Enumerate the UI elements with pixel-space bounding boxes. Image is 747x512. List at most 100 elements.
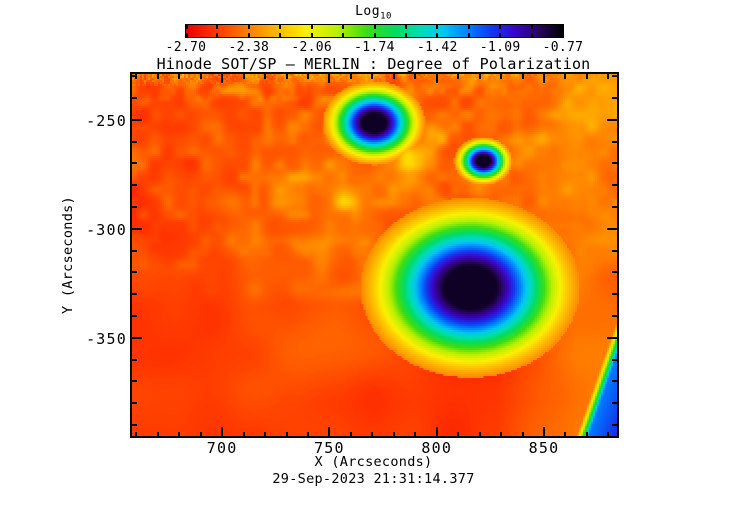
- axis-tick-mark: [521, 74, 524, 79]
- axis-tick-mark: [457, 74, 460, 79]
- axis-tick-mark: [199, 74, 202, 79]
- colorbar-tick-mark: [404, 33, 407, 37]
- axis-tick-mark: [371, 74, 374, 79]
- axis-tick-mark: [612, 162, 617, 165]
- axis-tick-mark: [199, 431, 202, 436]
- axis-tick-mark: [264, 431, 267, 436]
- axis-tick-mark: [612, 271, 617, 274]
- colorbar-tick-label: -1.74: [354, 40, 395, 55]
- x-axis-title: X (Arcseconds): [314, 454, 433, 470]
- colorbar-tick-label: -1.09: [479, 40, 521, 55]
- axis-tick-mark: [178, 431, 181, 436]
- axis-tick-mark: [156, 74, 159, 79]
- axis-tick-mark: [132, 206, 137, 209]
- axis-tick-mark: [285, 431, 288, 436]
- axis-tick-mark: [607, 74, 610, 79]
- axis-tick-mark: [132, 96, 137, 99]
- axis-tick-mark: [612, 206, 617, 209]
- colorbar-tick-mark: [247, 33, 250, 37]
- axis-tick-mark: [132, 249, 137, 252]
- axis-tick-mark: [612, 402, 617, 405]
- colorbar-tick-mark: [310, 25, 313, 29]
- axis-tick-mark: [328, 74, 331, 83]
- colorbar-tick-mark: [186, 25, 188, 29]
- axis-tick-mark: [132, 271, 137, 274]
- axis-tick-mark: [607, 336, 617, 339]
- axis-tick-mark: [612, 315, 617, 318]
- axis-tick-mark: [135, 431, 138, 436]
- axis-tick-mark: [132, 380, 137, 383]
- axis-tick-mark: [585, 431, 588, 436]
- axis-tick-mark: [371, 431, 374, 436]
- axis-tick-mark: [585, 74, 588, 79]
- axis-tick-mark: [285, 74, 288, 79]
- y-axis-title: Y (Arcseconds): [60, 196, 76, 314]
- colorbar-tick-mark: [373, 25, 376, 29]
- axis-tick-mark: [132, 402, 137, 405]
- axis-tick-mark: [132, 162, 137, 165]
- axis-tick-mark: [132, 227, 142, 230]
- polarization-heatmap: [132, 74, 617, 436]
- colorbar-tick-mark: [499, 25, 502, 29]
- axis-tick-mark: [221, 74, 224, 83]
- colorbar-tick-mark: [467, 33, 470, 37]
- axis-tick-mark: [221, 427, 224, 436]
- axis-tick-mark: [392, 74, 395, 79]
- axis-tick-mark: [612, 380, 617, 383]
- axis-tick-mark: [612, 140, 617, 143]
- axis-tick-mark: [132, 336, 142, 339]
- axis-tick-mark: [612, 75, 617, 78]
- colorbar-tick-label: -2.70: [165, 40, 207, 55]
- colorbar-tick-mark: [342, 33, 345, 37]
- axis-tick-mark: [435, 427, 438, 436]
- axis-tick-mark: [132, 75, 137, 78]
- colorbar-tick-mark: [216, 33, 219, 37]
- axis-tick-mark: [607, 227, 617, 230]
- axis-tick-mark: [612, 96, 617, 99]
- colorbar-tick-mark: [279, 33, 282, 37]
- axis-tick-mark: [264, 74, 267, 79]
- colorbar-tick-mark: [404, 25, 407, 29]
- axis-tick-mark: [607, 431, 610, 436]
- colorbar-tick-mark: [467, 25, 470, 29]
- axis-tick-mark: [521, 431, 524, 436]
- axis-tick-mark: [478, 431, 481, 436]
- y-axis-tick-label: -250: [86, 111, 127, 130]
- axis-tick-mark: [132, 315, 137, 318]
- colorbar-tick-mark: [436, 25, 439, 29]
- x-axis-tick-label: 800: [421, 439, 453, 457]
- colorbar-tick-mark: [279, 25, 282, 29]
- axis-tick-mark: [132, 293, 137, 296]
- y-axis-tick-label: -300: [86, 220, 127, 239]
- axis-tick-mark: [543, 427, 546, 436]
- axis-tick-mark: [457, 431, 460, 436]
- axis-tick-mark: [612, 184, 617, 187]
- colorbar: [185, 24, 564, 38]
- axis-tick-mark: [564, 74, 567, 79]
- x-axis-tick-label: 850: [528, 439, 560, 457]
- colorbar-title-subscript: 10: [380, 11, 392, 22]
- axis-tick-mark: [242, 74, 245, 79]
- axis-tick-mark: [132, 118, 142, 121]
- colorbar-tick-mark: [530, 25, 533, 29]
- axis-tick-mark: [607, 118, 617, 121]
- colorbar-tick-mark: [561, 25, 563, 29]
- x-axis-tick-label: 700: [206, 439, 238, 457]
- y-axis-tick-label: -350: [86, 329, 127, 348]
- axis-tick-mark: [414, 74, 417, 79]
- colorbar-title-text: Log: [355, 4, 381, 19]
- axis-tick-mark: [414, 431, 417, 436]
- axis-tick-mark: [178, 74, 181, 79]
- colorbar-tick-mark: [499, 33, 502, 37]
- axis-tick-mark: [392, 431, 395, 436]
- colorbar-tick-mark: [373, 33, 376, 37]
- axis-tick-mark: [543, 74, 546, 83]
- axis-tick-mark: [306, 431, 309, 436]
- chart-title: Hinode SOT/SP — MERLIN : Degree of Polar…: [156, 55, 591, 73]
- axis-tick-mark: [349, 74, 352, 79]
- axis-tick-mark: [132, 140, 137, 143]
- colorbar-tick-mark: [216, 25, 219, 29]
- colorbar-title: Log10: [0, 4, 747, 22]
- colorbar-tick-label: -2.06: [291, 40, 332, 55]
